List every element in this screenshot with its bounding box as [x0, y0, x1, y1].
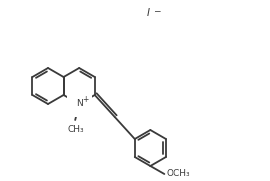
- Text: N: N: [76, 98, 83, 108]
- Text: I: I: [147, 8, 150, 18]
- Text: CH₃: CH₃: [68, 125, 85, 134]
- Text: OCH₃: OCH₃: [166, 169, 190, 178]
- Text: −: −: [153, 7, 161, 16]
- Text: +: +: [82, 94, 88, 104]
